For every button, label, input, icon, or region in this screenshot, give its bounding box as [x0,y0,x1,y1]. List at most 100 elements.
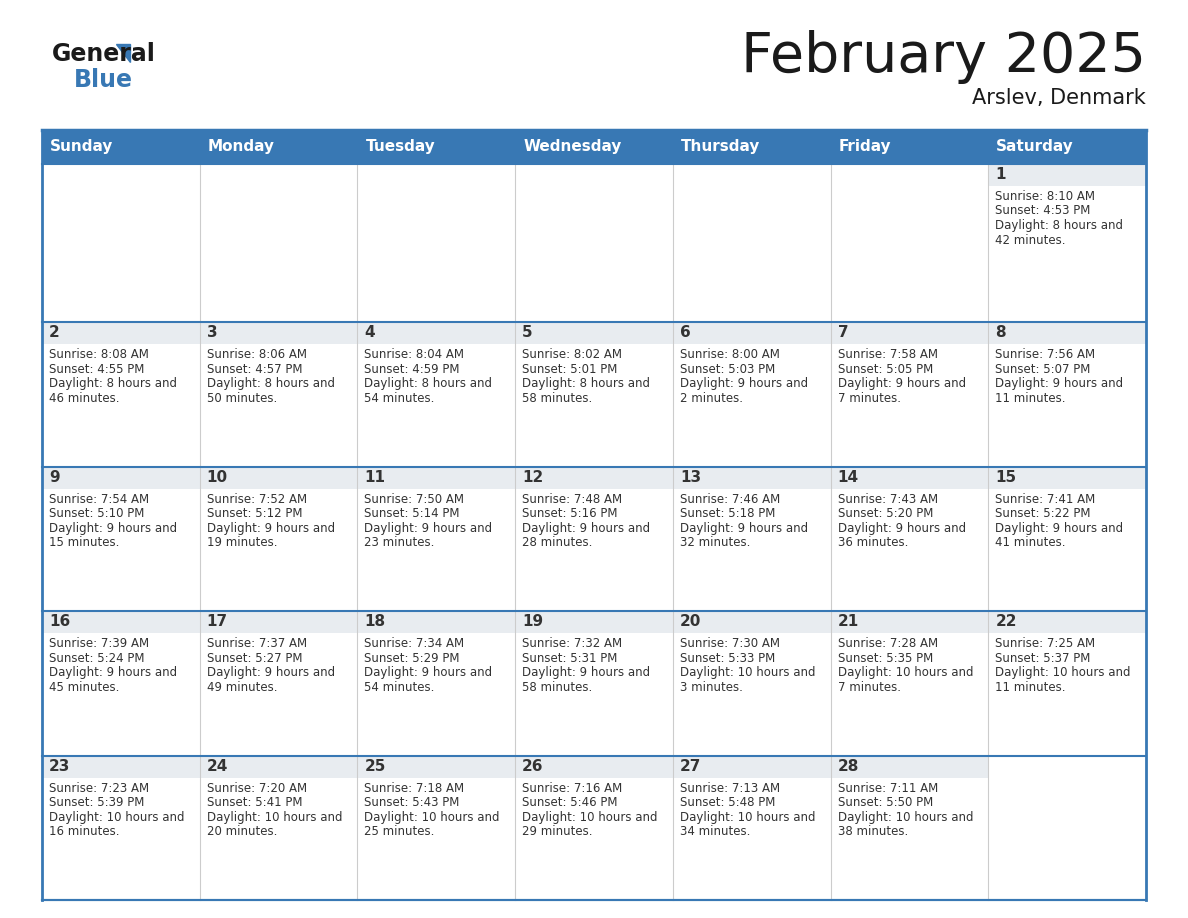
Text: Sunset: 5:48 PM: Sunset: 5:48 PM [680,796,776,809]
Text: Thursday: Thursday [681,140,760,154]
Text: Sunset: 5:39 PM: Sunset: 5:39 PM [49,796,145,809]
Text: Sunrise: 7:37 AM: Sunrise: 7:37 AM [207,637,307,650]
Bar [830,611,988,633]
Text: 58 minutes.: 58 minutes. [523,680,593,694]
Text: Sunset: 5:20 PM: Sunset: 5:20 PM [838,507,933,521]
Bar [42,756,200,900]
Text: Sunrise: 7:41 AM: Sunrise: 7:41 AM [996,493,1095,506]
Text: 42 minutes.: 42 minutes. [996,233,1066,247]
Bar [358,466,516,488]
Text: 16: 16 [49,614,70,629]
Text: 32 minutes.: 32 minutes. [680,536,751,549]
Text: Daylight: 9 hours and: Daylight: 9 hours and [996,377,1124,390]
Text: Sunset: 5:33 PM: Sunset: 5:33 PM [680,652,775,665]
Text: Daylight: 9 hours and: Daylight: 9 hours and [838,521,966,534]
Bar [42,466,200,611]
Bar [830,466,988,611]
Text: 36 minutes.: 36 minutes. [838,536,908,549]
Text: 23: 23 [49,758,70,774]
Text: 5: 5 [523,325,532,341]
Text: Sunset: 5:27 PM: Sunset: 5:27 PM [207,652,302,665]
Text: 25 minutes.: 25 minutes. [365,825,435,838]
Text: Daylight: 9 hours and: Daylight: 9 hours and [49,666,177,679]
Bar [672,756,830,900]
Text: Saturday: Saturday [997,140,1074,154]
Bar [988,611,1146,756]
Bar [358,466,516,611]
Text: February 2025: February 2025 [741,30,1146,84]
Text: 1: 1 [996,167,1006,182]
Text: 10: 10 [207,470,228,485]
Text: Daylight: 9 hours and: Daylight: 9 hours and [207,666,335,679]
Text: 2: 2 [49,325,59,341]
Text: 16 minutes.: 16 minutes. [49,825,120,838]
Bar [200,756,358,900]
Text: 54 minutes.: 54 minutes. [365,680,435,694]
Text: 23 minutes.: 23 minutes. [365,536,435,549]
Text: Daylight: 9 hours and: Daylight: 9 hours and [680,377,808,390]
Text: Sunset: 5:03 PM: Sunset: 5:03 PM [680,363,775,375]
Bar [42,611,200,756]
Text: Sunrise: 7:16 AM: Sunrise: 7:16 AM [523,781,623,795]
Bar [672,466,830,488]
Bar [672,322,830,344]
Text: Sunset: 5:01 PM: Sunset: 5:01 PM [523,363,618,375]
Bar [200,322,358,466]
Text: 4: 4 [365,325,375,341]
Text: 45 minutes.: 45 minutes. [49,680,119,694]
Text: Sunrise: 7:46 AM: Sunrise: 7:46 AM [680,493,781,506]
Text: 18: 18 [365,614,386,629]
Bar [988,466,1146,488]
Bar [988,164,1146,186]
Text: Sunrise: 8:00 AM: Sunrise: 8:00 AM [680,348,779,362]
Text: 26: 26 [523,758,544,774]
Text: Sunset: 5:29 PM: Sunset: 5:29 PM [365,652,460,665]
Text: Sunset: 5:41 PM: Sunset: 5:41 PM [207,796,302,809]
Text: Daylight: 8 hours and: Daylight: 8 hours and [523,377,650,390]
Bar [830,164,988,322]
Text: Sunrise: 7:34 AM: Sunrise: 7:34 AM [365,637,465,650]
Bar [830,756,988,778]
Bar [358,611,516,633]
Text: Daylight: 8 hours and: Daylight: 8 hours and [207,377,335,390]
Text: General: General [52,42,156,66]
Bar [200,322,358,344]
Text: Daylight: 10 hours and: Daylight: 10 hours and [838,811,973,823]
Text: Sunrise: 8:06 AM: Sunrise: 8:06 AM [207,348,307,362]
Text: Sunrise: 8:10 AM: Sunrise: 8:10 AM [996,190,1095,203]
Text: Daylight: 8 hours and: Daylight: 8 hours and [996,219,1124,232]
Text: Sunrise: 7:39 AM: Sunrise: 7:39 AM [49,637,150,650]
Text: Sunset: 5:18 PM: Sunset: 5:18 PM [680,507,776,521]
Text: Sunrise: 8:04 AM: Sunrise: 8:04 AM [365,348,465,362]
Text: Daylight: 10 hours and: Daylight: 10 hours and [680,811,815,823]
Text: Daylight: 10 hours and: Daylight: 10 hours and [523,811,658,823]
Text: Sunrise: 7:32 AM: Sunrise: 7:32 AM [523,637,623,650]
Text: Sunrise: 7:28 AM: Sunrise: 7:28 AM [838,637,937,650]
Bar [830,322,988,466]
Bar [42,466,200,488]
Text: 3 minutes.: 3 minutes. [680,680,742,694]
Text: Sunset: 4:53 PM: Sunset: 4:53 PM [996,205,1091,218]
Text: 49 minutes.: 49 minutes. [207,680,277,694]
Text: Friday: Friday [839,140,891,154]
Text: Sunset: 5:05 PM: Sunset: 5:05 PM [838,363,933,375]
Bar [42,322,200,344]
Bar [42,322,200,466]
Bar [672,164,830,322]
Text: Daylight: 10 hours and: Daylight: 10 hours and [996,666,1131,679]
Text: Sunrise: 7:56 AM: Sunrise: 7:56 AM [996,348,1095,362]
Text: Daylight: 9 hours and: Daylight: 9 hours and [523,521,650,534]
Text: 38 minutes.: 38 minutes. [838,825,908,838]
Bar [358,611,516,756]
Text: 2 minutes.: 2 minutes. [680,392,742,405]
Text: 50 minutes.: 50 minutes. [207,392,277,405]
Text: Sunset: 5:07 PM: Sunset: 5:07 PM [996,363,1091,375]
Text: 19: 19 [523,614,543,629]
Text: 34 minutes.: 34 minutes. [680,825,751,838]
Text: 11 minutes.: 11 minutes. [996,680,1066,694]
Text: Sunrise: 7:52 AM: Sunrise: 7:52 AM [207,493,307,506]
Text: 25: 25 [365,758,386,774]
Text: Sunset: 5:37 PM: Sunset: 5:37 PM [996,652,1091,665]
Text: 14: 14 [838,470,859,485]
Bar [358,322,516,466]
